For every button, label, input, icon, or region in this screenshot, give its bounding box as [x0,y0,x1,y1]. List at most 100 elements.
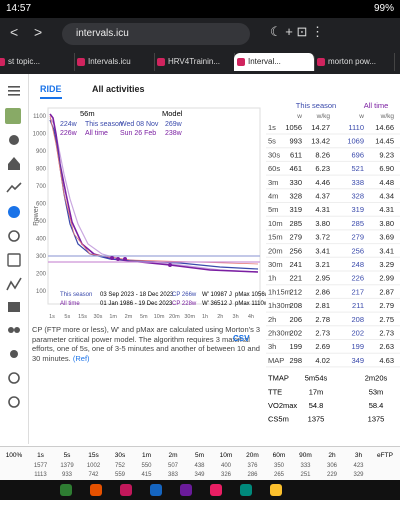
y-tick-label: 900 [36,149,47,155]
ref-link[interactable]: (Ref) [72,353,90,363]
strip-cell: 383 [168,472,179,478]
table-header: All time [364,101,389,110]
cell: 3h [268,342,276,351]
x-tick-label: 1s [49,314,55,320]
tab: Intervals.icu [74,53,155,71]
strip-cell: 229 [327,472,338,478]
cell: 1h15m [268,287,291,296]
x-tick-label: 1h [202,314,208,320]
cell: 30m [268,260,283,269]
cell: 211 [352,301,364,310]
strip-header: 3h [355,452,363,459]
cell: 3m [268,178,278,187]
cell: 2.73 [379,329,394,338]
y-tick-label: 200 [36,272,47,278]
strip-header: 30s [115,452,126,459]
plot-frame [47,107,261,305]
forward[interactable]: > [34,24,43,40]
filter[interactable]: All activities [92,84,145,94]
strip-header: 15s [88,452,99,459]
url-bar: < > intervals.icu ☾ + ⊡ ⋮ [0,18,400,50]
tab-icon [237,58,245,66]
summary-cell: 53m [369,387,384,396]
summary-cell: TTE [268,387,282,396]
cell: 208 [351,315,364,324]
cell: 256 [289,246,302,255]
cell: 2.87 [379,287,394,296]
cell: 3.41 [379,246,394,255]
strip-cell: 400 [221,463,232,469]
x-tick-label: 20m [169,314,180,320]
strip-cell: 438 [194,463,205,469]
cell: 993 [289,137,302,146]
x-tick-label: 2m [125,314,133,320]
x-tick-label: 3h [233,314,239,320]
ride-tab[interactable]: RIDE [40,84,62,99]
android-nav [0,480,400,500]
cell: 461 [289,164,302,173]
sidebar [0,74,29,444]
cell: 2.81 [315,301,330,310]
y-tick-label: 1100 [33,114,47,120]
cell: 2h30m [268,329,291,338]
cell: 298 [289,356,302,365]
strip-cell: 1113 [34,472,47,478]
cell: 2.69 [315,342,330,351]
strip-header: 5s [64,452,72,459]
x-tick-label: 2h [217,314,223,320]
strip-header: 5m [195,452,204,459]
strip-cell: 559 [115,472,126,478]
cell: 5s [268,137,276,146]
summary-cell: 54.8 [309,401,324,410]
unit: w/kg [316,113,331,120]
cell: 5m [268,205,278,214]
cell: 1s [268,123,276,132]
cell: 14.45 [375,137,394,146]
cell: 1h [268,274,276,283]
summary-cell: 17m [309,387,324,396]
strip-cell: 742 [88,472,99,478]
cell: 4m [268,192,278,201]
note: CP (FTP more or less), W' and pMax are c… [32,325,264,363]
cell: 2.99 [379,274,394,283]
strip-cell: 415 [141,472,152,478]
strip-cell: 1577 [34,463,48,469]
menu-icons[interactable]: ☾ + ⊡ ⋮ [270,24,324,39]
strip-header: 20m [246,452,259,459]
strip-cell: 550 [141,463,152,469]
tab-title: st topic... [8,57,41,66]
strip-cell: 251 [300,472,311,478]
x-tick-label: 1m [109,314,117,320]
back[interactable]: < [10,24,19,40]
cell: 6.90 [379,164,394,173]
cell: 319 [351,205,364,214]
cell: 611 [290,150,302,159]
cell: 20m [268,246,283,255]
summary-cell: TMAP [268,374,289,383]
cell: 199 [351,342,364,351]
strip-grid: 100% 1s 5s 15s 30s 1m 2m 5m 10m 20m 60m 90m 2h 3h eFTP… [6,452,393,478]
csv-link[interactable]: CSV [233,334,250,343]
url: intervals.icu [76,28,129,39]
cell: 4.46 [315,178,330,187]
summary-cell: 1375 [308,415,325,424]
cell: 6.23 [315,164,330,173]
tab-icon [77,58,85,66]
tab: morton pow... [314,53,395,71]
tab-icon [157,58,165,66]
strip-header: 60m [273,452,286,459]
tab[interactable]: Interval... [234,53,315,71]
cell: 226 [351,274,364,283]
summary-cell: CS5m [268,415,289,424]
cell: 4.37 [315,192,330,201]
cell: 30s [268,150,280,159]
address-box[interactable]: intervals.icu [62,23,250,45]
cell: 212 [289,287,302,296]
strip-header: 90m [299,452,312,459]
legend-pmax: pMax 1056w [235,292,266,298]
strip-header: 2m [168,452,177,459]
strip-header: 2h [328,452,336,459]
cell: 285 [289,219,302,228]
summary-cell: VO2max [268,401,297,410]
status-bar: 14:57 99% [0,0,400,18]
